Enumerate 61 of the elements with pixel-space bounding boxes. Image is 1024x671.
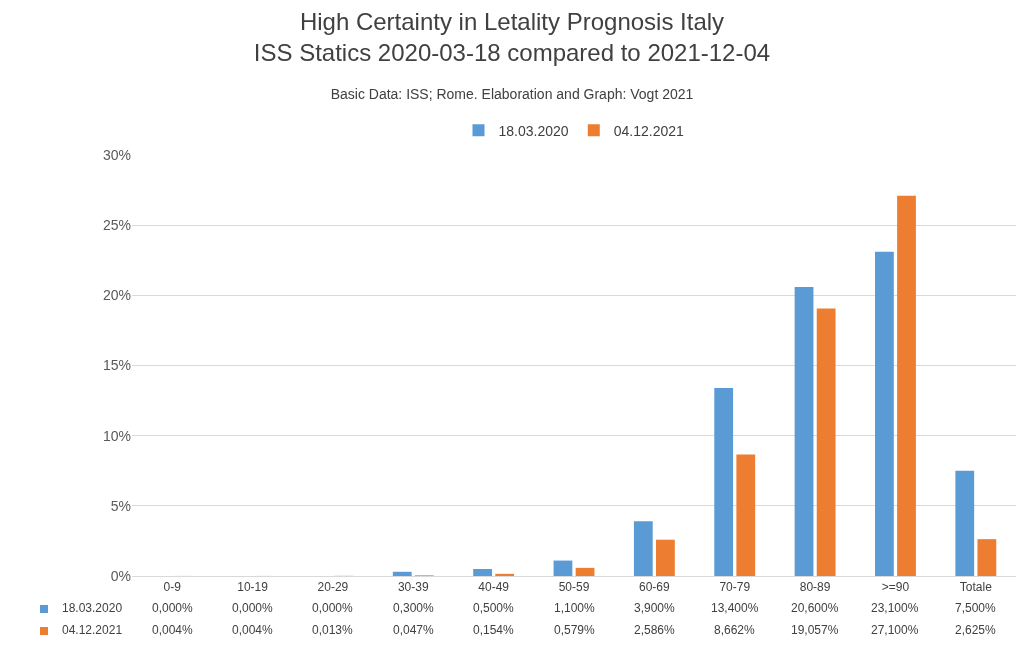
bar [736, 454, 756, 576]
legend-label: 04.12.2021 [613, 122, 685, 139]
x-tick-label: >=90 [881, 580, 910, 595]
x-tick-label: 40-49 [478, 580, 510, 595]
bar [656, 539, 675, 576]
data-label: 7,500% [955, 601, 997, 615]
y-tick-label: 25% [102, 217, 131, 234]
data-label: 8,662% [714, 623, 756, 637]
bar [816, 308, 836, 576]
data-label: 0,000% [312, 601, 354, 615]
bar [977, 539, 997, 576]
data-label: 0,004% [152, 623, 194, 637]
data-label: 0,047% [393, 623, 435, 637]
bar [633, 521, 653, 576]
bar [575, 567, 595, 576]
data-label: 0,013% [312, 623, 354, 637]
data-label: 20,600% [791, 601, 839, 615]
data-label: 0,500% [473, 601, 515, 615]
data-label: 0,004% [232, 623, 274, 637]
data-label: 19,057% [791, 623, 839, 637]
chart-title: High Certainty in Letality Prognosis Italy ISS Statics 2020-03-18 compared to 2021-12-04 [253, 8, 771, 67]
x-tick-label: Totale [959, 580, 993, 595]
bar [392, 571, 412, 576]
bar [473, 568, 492, 576]
data-label: 23,100% [871, 601, 919, 615]
x-tick-label: 50-59 [558, 580, 590, 595]
data-label: 0,000% [152, 601, 194, 615]
x-tick-label: 10-19 [237, 580, 269, 595]
x-tick-label: 30-39 [397, 580, 429, 595]
bar [714, 387, 734, 576]
chart-subtitle: Basic Data: ISS; Rome. Elaboration and Graph: Vogt 2021 [330, 85, 694, 102]
text: 04.12.2021 [62, 623, 123, 637]
data-label: 0,154% [473, 623, 515, 637]
y-tick-label: 15% [102, 357, 131, 374]
y-tick-label: 30% [102, 146, 131, 163]
data-label: 3,900% [634, 601, 676, 615]
x-tick-label: 20-29 [317, 580, 349, 595]
text: 18.03.2020 [62, 601, 123, 615]
bar [875, 251, 894, 576]
data-label: 0,579% [554, 623, 596, 637]
y-tick-label: 5% [110, 497, 131, 514]
data-label: 13,400% [711, 601, 759, 615]
bar [897, 195, 916, 576]
bar [553, 560, 573, 576]
data-label: 27,100% [871, 623, 919, 637]
y-tick-label: 10% [102, 427, 131, 444]
data-label: 2,586% [634, 623, 676, 637]
y-tick-label: 0% [110, 567, 131, 584]
y-tick-label: 20% [102, 287, 131, 304]
x-tick-label: 80-89 [799, 580, 831, 595]
data-label: 0,000% [232, 601, 274, 615]
x-tick-label: 60-69 [639, 580, 671, 595]
bar [955, 470, 975, 576]
data-label: 1,100% [554, 601, 596, 615]
x-tick-label: 70-79 [719, 580, 751, 595]
x-tick-label: 0-9 [163, 580, 182, 595]
bar [794, 286, 814, 576]
data-label: 2,625% [955, 623, 997, 637]
bar [495, 573, 515, 576]
data-label: 0,300% [393, 601, 435, 615]
legend-label: 18.03.2020 [498, 122, 569, 139]
